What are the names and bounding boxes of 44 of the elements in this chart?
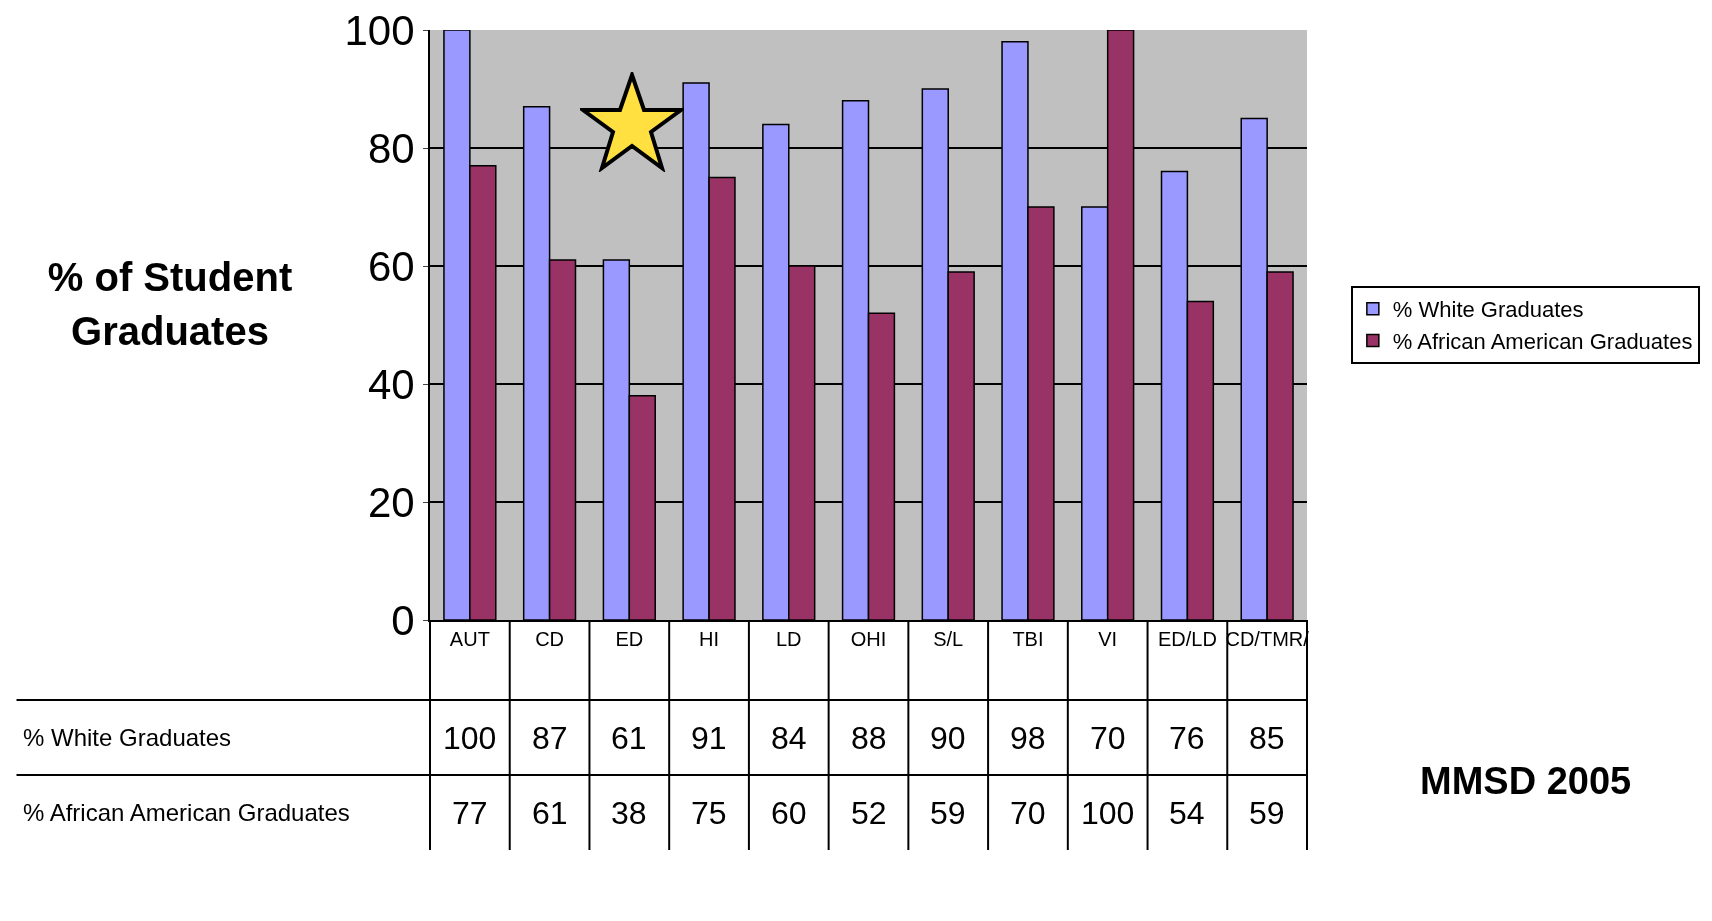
y-tick-label: 0: [391, 596, 415, 644]
x-tick-label: CD: [535, 628, 565, 650]
text: % African American Graduates: [23, 799, 350, 826]
y-tick-label: 20: [367, 478, 415, 526]
x-tick-label: AUT: [449, 628, 490, 650]
data-label: 91: [691, 720, 727, 756]
x-tick-label: ED: [615, 628, 644, 650]
data-label: 98: [1010, 720, 1046, 756]
data-label: 59: [930, 795, 966, 831]
data-label: 77: [452, 795, 488, 831]
x-tick-label: HI: [699, 628, 720, 650]
data-label: 61: [611, 720, 647, 756]
y-tick-label: 40: [367, 360, 415, 408]
legend-label: % African American Graduates: [1392, 328, 1693, 354]
data-label: 38: [611, 795, 647, 831]
data-label: 90: [930, 720, 966, 756]
y-axis-title: % of Student Graduates: [46, 254, 294, 355]
data-label: 85: [1249, 720, 1285, 756]
x-tick-label: ED/LD: [1157, 628, 1217, 650]
text: % White Graduates: [23, 724, 232, 751]
x-tick-label: LD: [775, 628, 802, 650]
data-label: 100: [443, 720, 497, 756]
data-label: 52: [851, 795, 887, 831]
x-tick-label: VI: [1098, 628, 1118, 650]
x-tick-label: S/L: [933, 628, 964, 650]
x-tick-label: OHI: [850, 628, 887, 650]
data-label: 87: [532, 720, 568, 756]
data-label: 75: [691, 795, 727, 831]
data-label: 84: [771, 720, 807, 756]
y-tick-label: 100: [344, 6, 415, 54]
text: MMSD 2005: [1420, 760, 1632, 803]
data-label: 76: [1169, 720, 1205, 756]
data-label: 70: [1090, 720, 1126, 756]
data-label: 59: [1249, 795, 1285, 831]
data-label: 61: [532, 795, 568, 831]
data-label: 88: [851, 720, 887, 756]
data-label: 60: [771, 795, 807, 831]
data-label: 54: [1169, 795, 1205, 831]
y-tick-label: 60: [367, 242, 415, 290]
data-label: 100: [1081, 795, 1135, 831]
y-tick-label: 80: [367, 124, 415, 172]
data-label: 70: [1010, 795, 1046, 831]
legend-label: % White Graduates: [1392, 297, 1584, 323]
x-tick-label: TBI: [1012, 628, 1044, 650]
